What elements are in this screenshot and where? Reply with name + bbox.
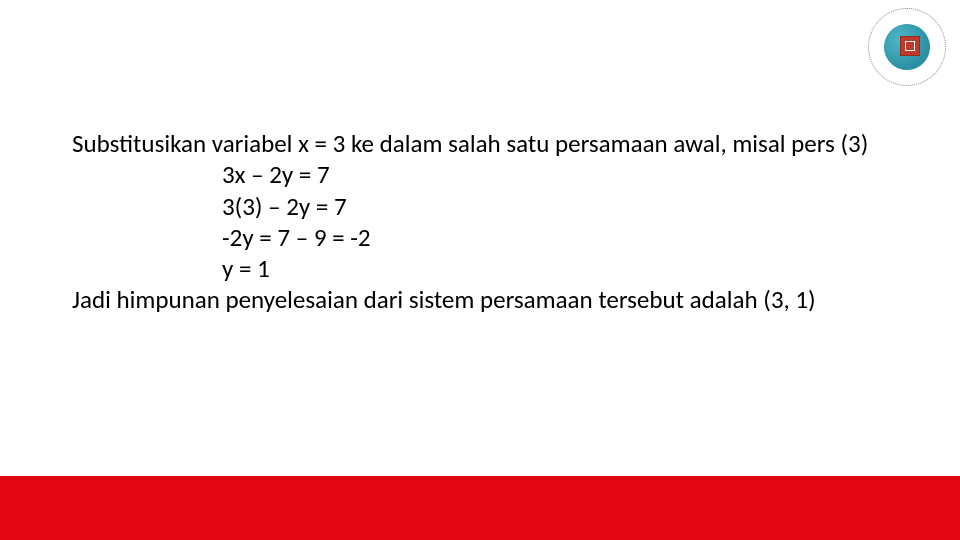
step-4: y = 1 xyxy=(72,253,888,284)
logo-square-icon xyxy=(900,36,920,56)
university-logo xyxy=(868,8,946,86)
step-2: 3(3) – 2y = 7 xyxy=(72,191,888,222)
conclusion-text: Jadi himpunan penyelesaian dari sistem p… xyxy=(72,284,888,315)
step-3: -2y = 7 – 9 = -2 xyxy=(72,222,888,253)
step-1: 3x – 2y = 7 xyxy=(72,159,888,190)
slide-content: Substitusikan variabel x = 3 ke dalam sa… xyxy=(72,128,888,316)
intro-text: Substitusikan variabel x = 3 ke dalam sa… xyxy=(72,128,888,159)
footer-bar xyxy=(0,476,960,540)
